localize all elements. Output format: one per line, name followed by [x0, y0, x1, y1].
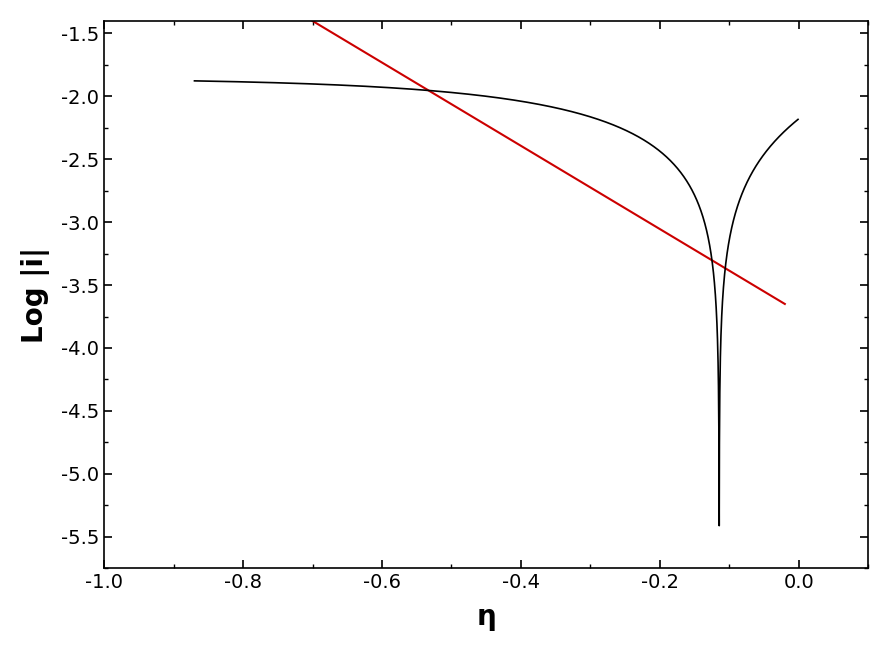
Y-axis label: Log |i|: Log |i| — [20, 246, 50, 342]
X-axis label: η: η — [477, 603, 496, 631]
